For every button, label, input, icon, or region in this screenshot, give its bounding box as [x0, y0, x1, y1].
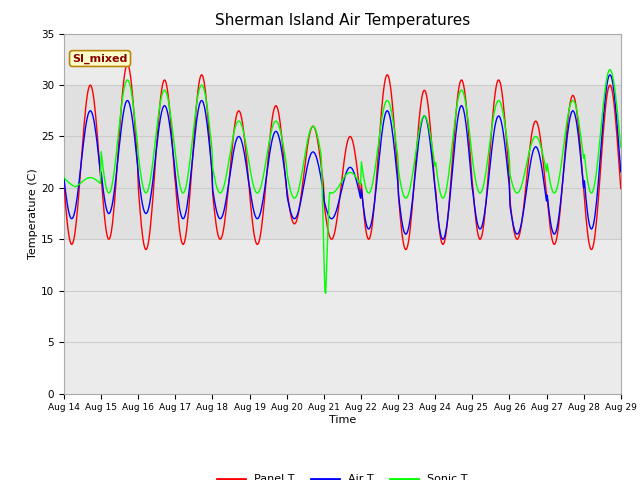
Bar — [64, 240, 621, 394]
Bar — [64, 34, 621, 85]
Legend: Panel T, Air T, Sonic T: Panel T, Air T, Sonic T — [213, 470, 472, 480]
X-axis label: Time: Time — [329, 415, 356, 425]
Bar — [64, 85, 621, 240]
Text: SI_mixed: SI_mixed — [72, 53, 128, 64]
Y-axis label: Temperature (C): Temperature (C) — [28, 168, 38, 259]
Title: Sherman Island Air Temperatures: Sherman Island Air Temperatures — [215, 13, 470, 28]
